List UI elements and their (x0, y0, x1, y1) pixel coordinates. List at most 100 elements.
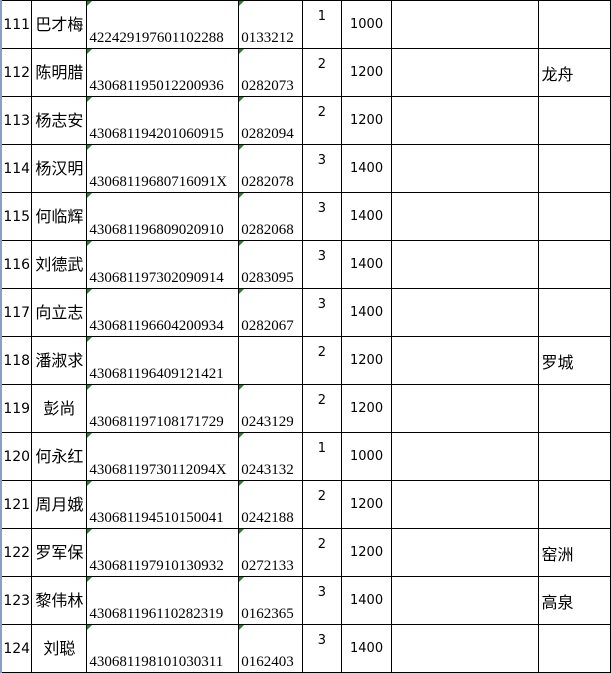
row-number-cell[interactable]: 122 (0, 528, 33, 577)
count-cell[interactable]: 1 (302, 0, 342, 49)
amount-cell[interactable]: 1000 (340, 432, 393, 481)
id-number-cell[interactable]: 430681197302090914 (86, 240, 240, 289)
note-cell[interactable] (391, 336, 540, 385)
id-number-cell[interactable]: 430681194201060915 (86, 96, 240, 145)
code-cell[interactable]: 0282067 (238, 288, 304, 337)
place-cell[interactable]: 罗城 (538, 336, 611, 385)
count-cell[interactable]: 1 (302, 432, 342, 481)
row-number-cell[interactable]: 124 (0, 624, 33, 673)
note-cell[interactable] (391, 576, 540, 625)
note-cell[interactable] (391, 240, 540, 289)
amount-cell[interactable]: 1400 (340, 288, 393, 337)
name-cell[interactable]: 刘聪 (31, 624, 88, 673)
note-cell[interactable] (391, 192, 540, 241)
id-number-cell[interactable]: 430681196809020910 (86, 192, 240, 241)
row-number-cell[interactable]: 112 (0, 48, 33, 97)
name-cell[interactable]: 周月娥 (31, 480, 88, 529)
id-number-cell[interactable]: 430681197108171729 (86, 384, 240, 433)
note-cell[interactable] (391, 384, 540, 433)
note-cell[interactable] (391, 0, 540, 49)
note-cell[interactable] (391, 480, 540, 529)
code-cell[interactable]: 0282094 (238, 96, 304, 145)
note-cell[interactable] (391, 432, 540, 481)
amount-cell[interactable]: 1400 (340, 144, 393, 193)
amount-cell[interactable]: 1200 (340, 384, 393, 433)
id-number-cell[interactable]: 430681196409121421 (86, 336, 240, 385)
name-cell[interactable]: 潘淑求 (31, 336, 88, 385)
code-cell[interactable] (238, 336, 304, 385)
code-cell[interactable]: 0162403 (238, 624, 304, 673)
note-cell[interactable] (391, 144, 540, 193)
place-cell[interactable] (538, 144, 611, 193)
count-cell[interactable]: 3 (302, 240, 342, 289)
row-number-cell[interactable]: 123 (0, 576, 33, 625)
id-number-cell[interactable]: 430681198101030311 (86, 624, 240, 673)
row-number-cell[interactable]: 115 (0, 192, 33, 241)
count-cell[interactable]: 3 (302, 576, 342, 625)
place-cell[interactable]: 窑洲 (538, 528, 611, 577)
place-cell[interactable] (538, 240, 611, 289)
amount-cell[interactable]: 1400 (340, 624, 393, 673)
id-number-cell[interactable]: 430681194510150041 (86, 480, 240, 529)
name-cell[interactable]: 彭尚 (31, 384, 88, 433)
row-number-cell[interactable]: 119 (0, 384, 33, 433)
row-number-cell[interactable]: 111 (0, 0, 33, 49)
count-cell[interactable]: 3 (302, 288, 342, 337)
code-cell[interactable]: 0242188 (238, 480, 304, 529)
note-cell[interactable] (391, 528, 540, 577)
place-cell[interactable] (538, 288, 611, 337)
count-cell[interactable]: 2 (302, 384, 342, 433)
place-cell[interactable] (538, 480, 611, 529)
row-number-cell[interactable]: 113 (0, 96, 33, 145)
name-cell[interactable]: 黎伟林 (31, 576, 88, 625)
amount-cell[interactable]: 1400 (340, 576, 393, 625)
count-cell[interactable]: 3 (302, 144, 342, 193)
count-cell[interactable]: 2 (302, 96, 342, 145)
note-cell[interactable] (391, 96, 540, 145)
place-cell[interactable] (538, 384, 611, 433)
amount-cell[interactable]: 1400 (340, 192, 393, 241)
id-number-cell[interactable]: 430681196604200934 (86, 288, 240, 337)
row-number-cell[interactable]: 116 (0, 240, 33, 289)
id-number-cell[interactable]: 430681195012200936 (86, 48, 240, 97)
amount-cell[interactable]: 1200 (340, 96, 393, 145)
id-number-cell[interactable]: 43068119730112094X (86, 432, 240, 481)
count-cell[interactable]: 2 (302, 336, 342, 385)
name-cell[interactable]: 向立志 (31, 288, 88, 337)
place-cell[interactable]: 高泉 (538, 576, 611, 625)
code-cell[interactable]: 0162365 (238, 576, 304, 625)
row-number-cell[interactable]: 118 (0, 336, 33, 385)
place-cell[interactable] (538, 624, 611, 673)
name-cell[interactable]: 刘德武 (31, 240, 88, 289)
name-cell[interactable]: 罗军保 (31, 528, 88, 577)
id-number-cell[interactable]: 43068119680716091X (86, 144, 240, 193)
note-cell[interactable] (391, 48, 540, 97)
place-cell[interactable] (538, 432, 611, 481)
name-cell[interactable]: 巴才梅 (31, 0, 88, 49)
id-number-cell[interactable]: 430681196110282319 (86, 576, 240, 625)
place-cell[interactable] (538, 96, 611, 145)
name-cell[interactable]: 杨志安 (31, 96, 88, 145)
code-cell[interactable]: 0272133 (238, 528, 304, 577)
row-number-cell[interactable]: 114 (0, 144, 33, 193)
code-cell[interactable]: 0282073 (238, 48, 304, 97)
amount-cell[interactable]: 1200 (340, 48, 393, 97)
name-cell[interactable]: 杨汉明 (31, 144, 88, 193)
amount-cell[interactable]: 1400 (340, 240, 393, 289)
row-number-cell[interactable]: 120 (0, 432, 33, 481)
name-cell[interactable]: 何永红 (31, 432, 88, 481)
note-cell[interactable] (391, 624, 540, 673)
id-number-cell[interactable]: 422429197601102288 (86, 0, 240, 49)
code-cell[interactable]: 0243132 (238, 432, 304, 481)
place-cell[interactable] (538, 192, 611, 241)
code-cell[interactable]: 0282068 (238, 192, 304, 241)
id-number-cell[interactable]: 430681197910130932 (86, 528, 240, 577)
place-cell[interactable]: 龙舟 (538, 48, 611, 97)
row-number-cell[interactable]: 117 (0, 288, 33, 337)
code-cell[interactable]: 0282078 (238, 144, 304, 193)
count-cell[interactable]: 2 (302, 48, 342, 97)
count-cell[interactable]: 2 (302, 480, 342, 529)
code-cell[interactable]: 0133212 (238, 0, 304, 49)
amount-cell[interactable]: 1200 (340, 480, 393, 529)
code-cell[interactable]: 0243129 (238, 384, 304, 433)
